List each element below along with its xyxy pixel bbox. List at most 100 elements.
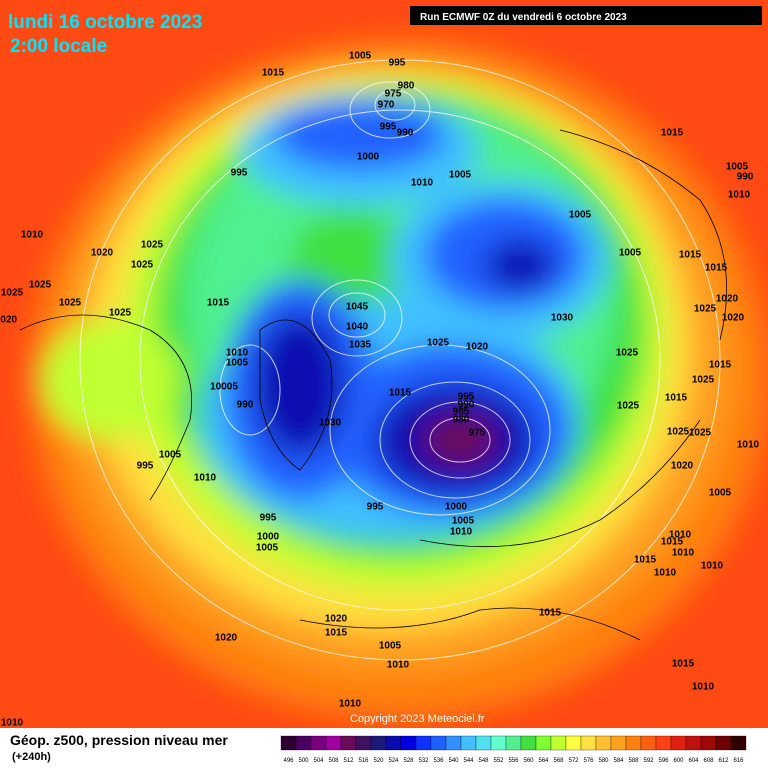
footer-title: Géop. z500, pression niveau mer: [10, 732, 228, 748]
scale-label: 616: [733, 758, 744, 764]
scale-label: 544: [463, 758, 474, 764]
color-swatch: [580, 735, 597, 751]
isobar-label: 1020: [215, 633, 238, 644]
isobar-label: 1015: [665, 393, 688, 404]
isobar-label: 1020: [91, 248, 114, 259]
color-swatch: [520, 735, 537, 751]
isobar-label: 1005: [569, 210, 592, 221]
color-swatch: [715, 735, 732, 751]
coastlines: [19, 129, 728, 641]
isobar-label: 1015: [634, 555, 657, 566]
color-swatch: [370, 735, 387, 751]
isobar-label: 1020: [716, 294, 739, 305]
scale-label: 508: [328, 758, 339, 764]
isobar-label: 1020: [722, 313, 745, 324]
color-swatch: [655, 735, 672, 751]
copyright: Copyright 2023 Meteociel.fr: [350, 713, 485, 725]
isobar-label: 1005: [449, 170, 472, 181]
scale-label: 496: [283, 758, 294, 764]
isobar-label: 975: [385, 89, 402, 100]
isobar-label: 1015: [262, 68, 285, 79]
scale-label: 592: [643, 758, 654, 764]
run-info: Run ECMWF 0Z du vendredi 6 octobre 2023: [420, 12, 627, 23]
color-swatch: [550, 735, 567, 751]
isobars: [79, 59, 721, 661]
isobar-label: 1010: [1, 718, 24, 728]
isobar-label: 1000: [445, 502, 468, 513]
isobar-label: 985: [453, 407, 470, 418]
isobar-label: 990: [397, 128, 414, 139]
scale-label: 552: [493, 758, 504, 764]
scale-label: 600: [673, 758, 684, 764]
color-swatch: [430, 735, 447, 751]
isobar-label: 1000: [257, 532, 280, 543]
isobar-label: 990: [237, 400, 254, 411]
isobar-label: 995: [458, 392, 475, 403]
isobar-label: 1025: [694, 304, 717, 315]
isobar-label: 1030: [319, 418, 342, 429]
isobar-label: 1025: [141, 240, 164, 251]
color-swatch: [355, 735, 372, 751]
run-box: [410, 6, 762, 25]
isobar-label: 1010: [387, 660, 410, 671]
color-swatch: [475, 735, 492, 751]
scale-label: 540: [448, 758, 459, 764]
color-swatch: [400, 735, 417, 751]
color-swatch: [700, 735, 717, 751]
isobar-label: 1015: [661, 128, 684, 139]
map: lundi 16 octobre 2023 2:00 locale Run EC…: [0, 0, 768, 728]
isobar-label: 995: [231, 168, 248, 179]
color-swatch: [670, 735, 687, 751]
scale-label: 504: [313, 758, 324, 764]
scale-label: 568: [553, 758, 564, 764]
color-scale: 496 500 504 508 512 516 520 524 528 532 536 540 544 5…: [280, 735, 747, 764]
isobar-label: 1015: [709, 360, 732, 371]
isobar-label: 1030: [551, 313, 574, 324]
isobar-label: 970: [378, 100, 395, 111]
color-swatch: [295, 735, 312, 751]
lead-time: (+240h): [12, 751, 51, 763]
isobar-label: 1005: [349, 51, 372, 62]
scale-label: 576: [583, 758, 594, 764]
isobar-label: 1005: [256, 543, 279, 554]
isobar-label: 1015: [389, 388, 412, 399]
isobar-label: 1020: [671, 461, 694, 472]
isobar-label: 1020: [0, 315, 18, 326]
isobar-label: 1010: [339, 699, 362, 710]
isobar-label: 995: [137, 461, 154, 472]
isobar-label: 990: [737, 172, 754, 183]
isobar-label: 1015: [705, 263, 728, 274]
scale-label: 612: [718, 758, 729, 764]
scale-label: 564: [538, 758, 549, 764]
isobar-label: 1015: [661, 537, 684, 548]
isobar-label: 995: [389, 58, 406, 69]
scale-label: 512: [343, 758, 354, 764]
isobar-label: 1025: [617, 401, 640, 412]
scale-label: 572: [568, 758, 579, 764]
isobar-label: 1015: [539, 608, 562, 619]
scale-label: 500: [298, 758, 309, 764]
scale-label: 596: [658, 758, 669, 764]
isobar-label: 1025: [689, 428, 712, 439]
isobar-label: 995: [380, 122, 397, 133]
isobar-label: 980: [453, 415, 470, 426]
isobar-label: 1025: [59, 298, 82, 309]
isobar-label: 1025: [616, 348, 639, 359]
scale-label: 548: [478, 758, 489, 764]
color-swatch: [385, 735, 402, 751]
color-swatch: [415, 735, 432, 751]
isobar-label: 1025: [667, 427, 690, 438]
isobar-label: 1010: [701, 561, 724, 572]
footer: Géop. z500, pression niveau mer (+240h) …: [10, 732, 747, 764]
color-swatch: [565, 735, 582, 751]
isobar-label: 1025: [109, 308, 132, 319]
color-swatch: [490, 735, 507, 751]
isobar-label: 995: [260, 513, 277, 524]
isobar-label: 1025: [131, 260, 154, 271]
isobar-label: 1025: [1, 288, 24, 299]
isobar-label: 1020: [466, 342, 489, 353]
isobar-label: 1045: [346, 302, 369, 313]
scale-label: 536: [433, 758, 444, 764]
isobar-label: 1010: [21, 230, 44, 241]
isobar-label: 1040: [346, 322, 369, 333]
